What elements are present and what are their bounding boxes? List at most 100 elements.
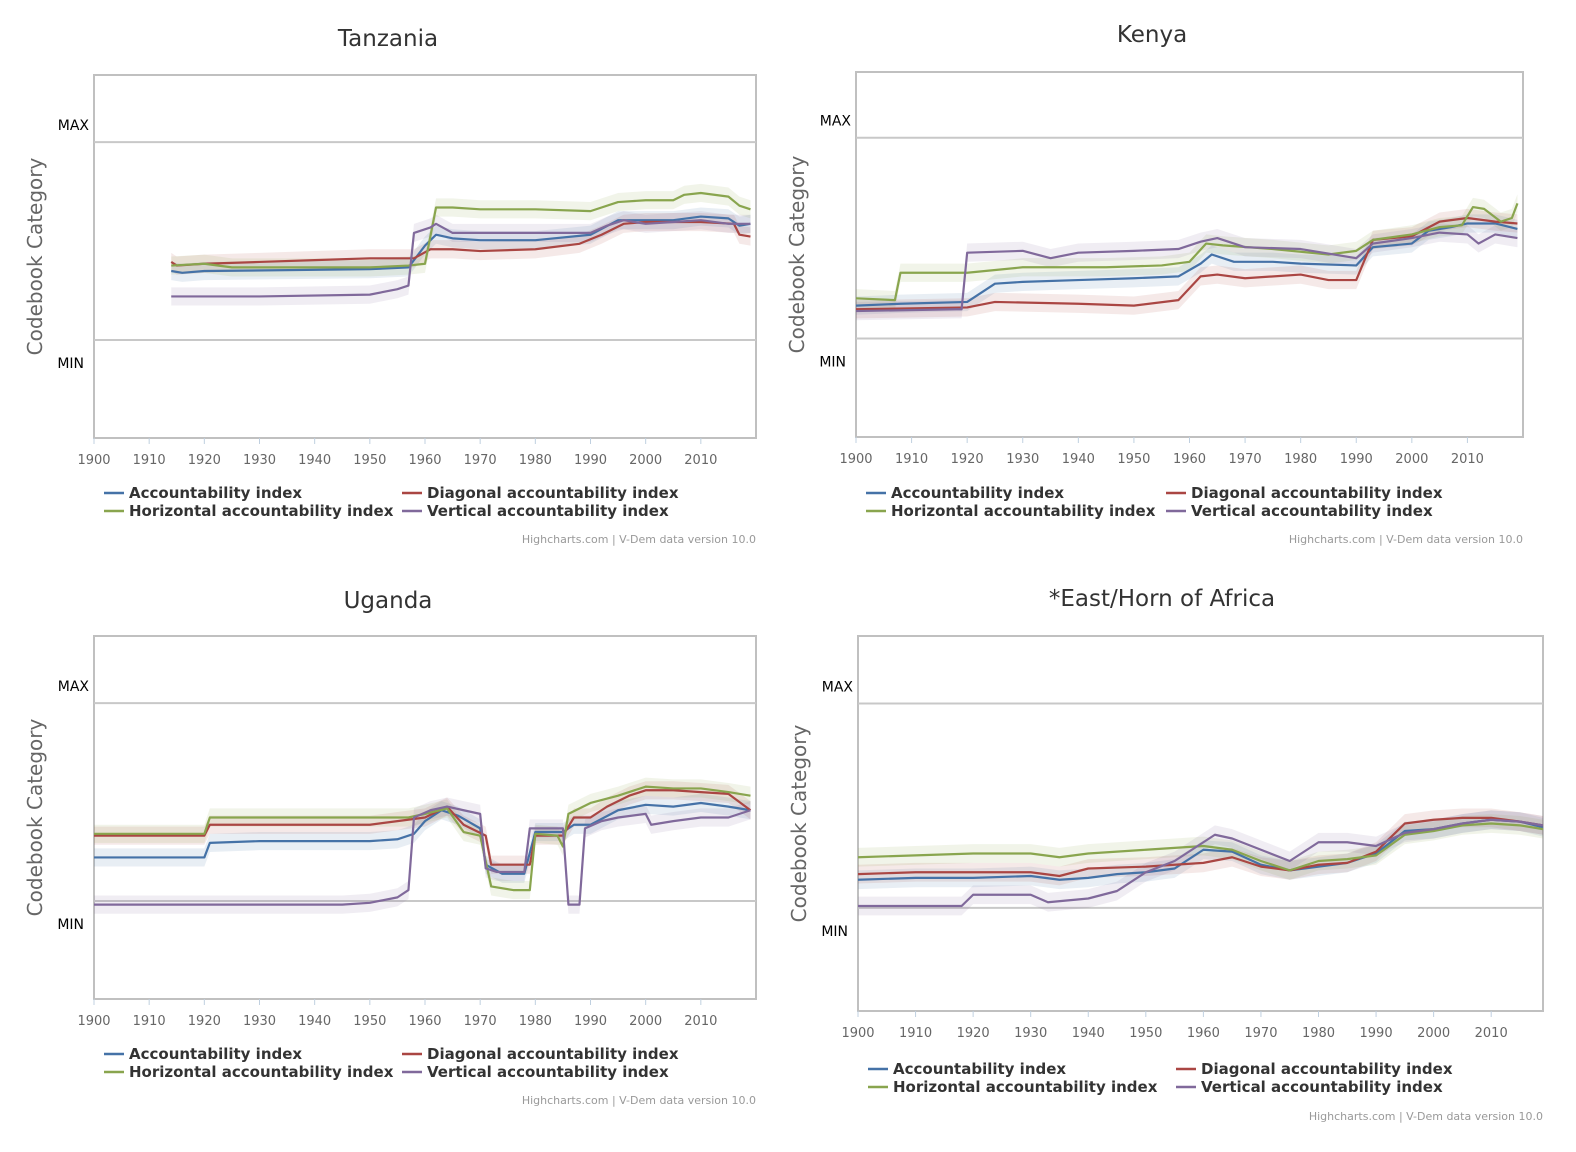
- series-line-horizontal[interactable]: [94, 785, 751, 892]
- min-label: MIN: [821, 924, 848, 940]
- x-tick-label: 1900: [839, 452, 872, 467]
- x-tick-label: 1940: [298, 1014, 331, 1029]
- legend-item-accountability[interactable]: Accountability index: [104, 484, 302, 502]
- legend-label: Diagonal accountability index: [427, 1045, 679, 1063]
- series-line-diagonal[interactable]: [858, 816, 1543, 878]
- legend-item-diagonal[interactable]: Diagonal accountability index: [402, 484, 679, 502]
- plot-area: [857, 635, 1544, 1012]
- x-tick-label: 1960: [408, 1014, 441, 1029]
- series-confidence-band: [858, 810, 1543, 916]
- series-confidence-band: [858, 810, 1543, 890]
- chart-panel-east-horn-of-africa: *East/Horn of Africa MAX MIN Codebook Categ…: [770, 562, 1576, 1148]
- legend-item-vertical[interactable]: Vertical accountability index: [402, 1063, 669, 1081]
- legend-item-accountability[interactable]: Accountability index: [866, 484, 1064, 502]
- credits-link[interactable]: Highcharts.com | V-Dem data version 10.0: [1289, 533, 1523, 546]
- x-tick-label: 1920: [957, 1026, 990, 1041]
- x-tick-label: 1950: [353, 453, 386, 468]
- chart-svg: *East/Horn of Africa MAX MIN Codebook Categ…: [787, 586, 1544, 1123]
- x-tick-label: 1900: [841, 1026, 874, 1041]
- series-line-vertical[interactable]: [94, 805, 751, 906]
- x-tick-label: 1960: [408, 453, 441, 468]
- x-tick-label: 1990: [1340, 452, 1373, 467]
- plot-area: [93, 74, 757, 439]
- min-label: MIN: [57, 356, 84, 372]
- series-line-vertical[interactable]: [856, 231, 1518, 313]
- chart-panel-kenya: Kenya MAX MIN Codebook Category 1900 1910 1920…: [770, 0, 1576, 560]
- x-tick-label: 1970: [1244, 1026, 1277, 1041]
- x-tick-label: 1960: [1173, 452, 1206, 467]
- series-group: [94, 777, 752, 914]
- series-line-accountability[interactable]: [171, 215, 751, 274]
- legend-item-diagonal[interactable]: Diagonal accountability index: [1176, 1060, 1453, 1078]
- y-axis-title: Codebook Category: [23, 158, 47, 356]
- x-tick-label: 2000: [629, 1014, 662, 1029]
- chart-title: Uganda: [344, 588, 433, 614]
- x-tick-label: 1960: [1187, 1026, 1220, 1041]
- x-tick-label: 1950: [353, 1014, 386, 1029]
- series-line-vertical[interactable]: [171, 219, 751, 298]
- series-confidence-band: [171, 211, 751, 306]
- legend-item-horizontal[interactable]: Horizontal accountability index: [866, 502, 1156, 520]
- series-confidence-band: [856, 223, 1518, 321]
- legend-item-accountability[interactable]: Accountability index: [868, 1060, 1066, 1078]
- min-label: MIN: [57, 917, 84, 933]
- x-tick-label: 1910: [133, 453, 166, 468]
- legend-item-horizontal[interactable]: Horizontal accountability index: [868, 1078, 1158, 1096]
- x-tick-label: 2010: [1451, 452, 1484, 467]
- legend-label: Diagonal accountability index: [427, 484, 679, 502]
- series-line-diagonal[interactable]: [856, 216, 1518, 311]
- max-label: MAX: [820, 114, 852, 130]
- chart-svg: Uganda MAX MIN Codebook Category 1900 1910 192…: [23, 588, 757, 1107]
- series-line-accountability[interactable]: [856, 222, 1518, 307]
- max-label: MAX: [822, 680, 854, 696]
- x-tick-label: 1940: [1062, 452, 1095, 467]
- legend-label: Horizontal accountability index: [893, 1078, 1158, 1096]
- series-confidence-band: [94, 797, 751, 914]
- credits-link[interactable]: Highcharts.com | V-Dem data version 10.0: [522, 533, 756, 546]
- legend-label: Vertical accountability index: [1191, 502, 1433, 520]
- x-tick-label: 1980: [1284, 452, 1317, 467]
- x-tick-label: 1950: [1117, 452, 1150, 467]
- legend-item-horizontal[interactable]: Horizontal accountability index: [104, 1063, 394, 1081]
- x-tick-label: 1930: [1014, 1026, 1047, 1041]
- x-tick-label: 2000: [1417, 1026, 1450, 1041]
- series-line-horizontal[interactable]: [856, 203, 1519, 302]
- x-tick-label: 1990: [574, 453, 607, 468]
- series-line-vertical[interactable]: [858, 818, 1543, 908]
- x-tick-label: 1920: [188, 453, 221, 468]
- x-tick-label: 1970: [464, 453, 497, 468]
- legend-item-accountability[interactable]: Accountability index: [104, 1045, 302, 1063]
- x-tick-label: 1910: [899, 1026, 932, 1041]
- legend-label: Accountability index: [129, 484, 302, 502]
- x-tick-label: 1930: [243, 1014, 276, 1029]
- max-label: MAX: [58, 679, 90, 695]
- legend-label: Diagonal accountability index: [1191, 484, 1443, 502]
- series-confidence-band: [858, 808, 1543, 886]
- x-tick-label: 1920: [188, 1014, 221, 1029]
- legend-label: Horizontal accountability index: [129, 1063, 394, 1081]
- chart-svg: Tanzania MAX MIN Codebook Category 1900 1910 1…: [23, 26, 757, 546]
- credits-link[interactable]: Highcharts.com | V-Dem data version 10.0: [522, 1094, 756, 1107]
- legend-item-diagonal[interactable]: Diagonal accountability index: [1166, 484, 1443, 502]
- legend-label: Horizontal accountability index: [891, 502, 1156, 520]
- x-tick-label: 2010: [684, 453, 717, 468]
- x-tick-label: 2010: [1475, 1026, 1508, 1041]
- legend-item-diagonal[interactable]: Diagonal accountability index: [402, 1045, 679, 1063]
- series-group: [170, 183, 751, 306]
- credits-link[interactable]: Highcharts.com | V-Dem data version 10.0: [1309, 1110, 1543, 1123]
- series-line-horizontal[interactable]: [171, 191, 751, 269]
- chart-title: Tanzania: [337, 26, 438, 52]
- x-tick-label: 1920: [951, 452, 984, 467]
- x-tick-label: 1930: [1006, 452, 1039, 467]
- series-line-horizontal[interactable]: [858, 822, 1543, 872]
- legend-item-vertical[interactable]: Vertical accountability index: [402, 502, 669, 520]
- x-tick-label: 1970: [1229, 452, 1262, 467]
- x-tick-label: 1910: [133, 1014, 166, 1029]
- series-line-diagonal[interactable]: [94, 789, 752, 866]
- legend-item-horizontal[interactable]: Horizontal accountability index: [104, 502, 394, 520]
- legend-item-vertical[interactable]: Vertical accountability index: [1176, 1078, 1443, 1096]
- series-line-diagonal[interactable]: [170, 220, 751, 267]
- legend-item-vertical[interactable]: Vertical accountability index: [1166, 502, 1433, 520]
- x-tick-label: 1980: [1302, 1026, 1335, 1041]
- x-tick-label: 1980: [519, 1014, 552, 1029]
